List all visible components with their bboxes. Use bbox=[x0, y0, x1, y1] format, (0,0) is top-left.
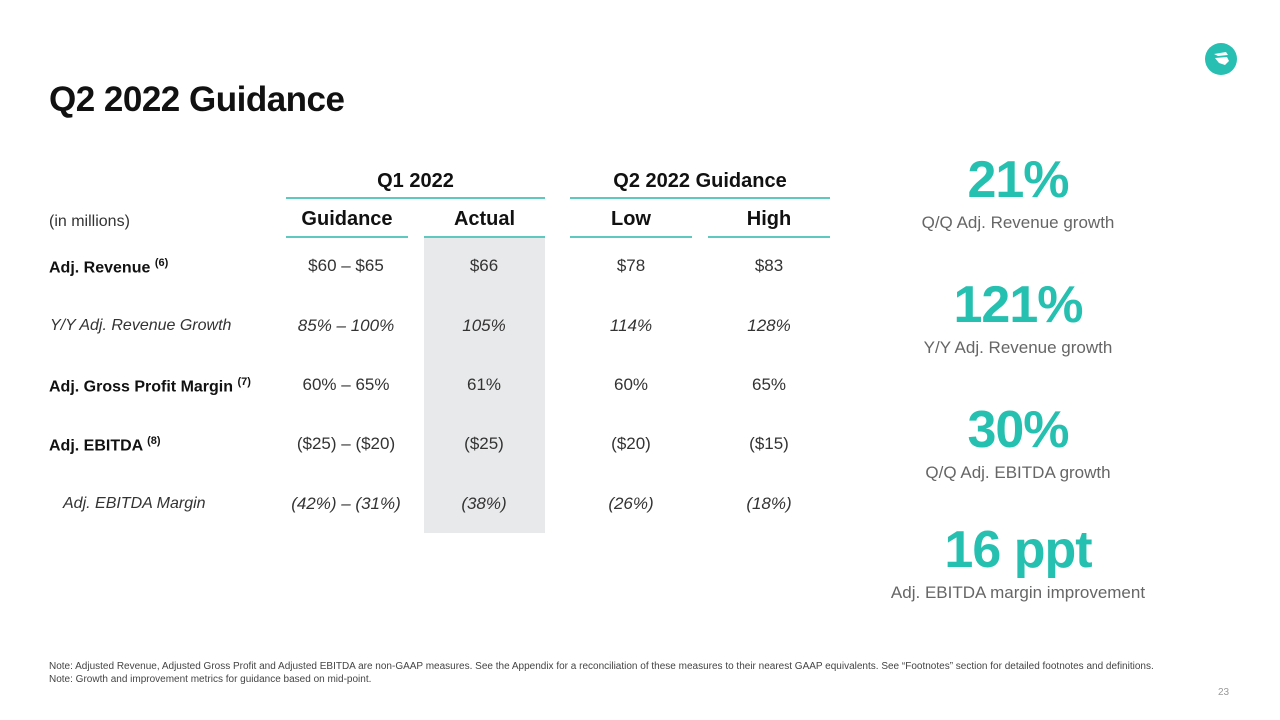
table-cell: 61% bbox=[466, 375, 502, 394]
row-label-text: Adj. EBITDA Margin bbox=[63, 495, 206, 512]
footnote: Note: Growth and improvement metrics for… bbox=[49, 673, 372, 685]
actual-column-shade bbox=[424, 237, 545, 533]
table-cell: ($15) bbox=[749, 434, 789, 453]
page-number: 23 bbox=[1218, 687, 1230, 698]
footnote: Note: Adjusted Revenue, Adjusted Gross P… bbox=[49, 661, 1154, 672]
table-cell: ($25) bbox=[464, 434, 504, 453]
group-header-q1: Q1 2022 bbox=[377, 170, 454, 192]
col-header-low: Low bbox=[611, 208, 651, 230]
stat-caption: Adj. EBITDA margin improvement bbox=[890, 583, 1146, 602]
table-cell: (26%) bbox=[608, 494, 654, 513]
group-header-q2: Q2 2022 Guidance bbox=[613, 170, 787, 192]
moneylion-logo-icon bbox=[1205, 43, 1237, 75]
table-cell: 60% – 65% bbox=[302, 375, 390, 394]
col-header-high: High bbox=[746, 208, 792, 230]
stat-value: 16 ppt bbox=[944, 521, 1092, 579]
table-cell: ($25) – ($20) bbox=[296, 434, 396, 453]
row-label-text: Adj. Revenue bbox=[49, 259, 151, 277]
table-cell: 105% bbox=[462, 316, 506, 335]
stat-caption: Y/Y Adj. Revenue growth bbox=[923, 338, 1113, 357]
divider bbox=[286, 197, 545, 199]
stat-value: 121% bbox=[953, 276, 1084, 334]
row-label: Y/Y Adj. Revenue Growth bbox=[50, 317, 231, 335]
table-cell: ($20) bbox=[611, 434, 651, 453]
stat-caption: Q/Q Adj. EBITDA growth bbox=[925, 463, 1111, 482]
col-header-actual: Actual bbox=[453, 208, 516, 230]
table-cell: $78 bbox=[616, 256, 646, 275]
footnote-ref: (6) bbox=[154, 257, 169, 269]
row-label-text: Y/Y Adj. Revenue Growth bbox=[50, 317, 232, 334]
table-cell: $83 bbox=[754, 256, 784, 275]
table-cell: (18%) bbox=[746, 494, 792, 513]
table-cell: $60 – $65 bbox=[308, 256, 384, 275]
table-cell: 65% bbox=[751, 375, 787, 394]
table-cell: $66 bbox=[469, 256, 499, 275]
footnote-ref: (7) bbox=[237, 376, 251, 388]
col-header-guidance: Guidance bbox=[301, 208, 393, 230]
table-cell: 128% bbox=[747, 316, 791, 335]
stat-value: 30% bbox=[967, 401, 1069, 459]
stat-value: 21% bbox=[967, 151, 1069, 209]
divider bbox=[708, 236, 830, 238]
row-label-text: Adj. Gross Profit Margin bbox=[49, 378, 234, 396]
divider bbox=[424, 236, 545, 238]
row-label: Adj. Gross Profit Margin (7) bbox=[49, 376, 251, 396]
footnotes: Note: Adjusted Revenue, Adjusted Gross P… bbox=[49, 661, 1169, 686]
row-label: Adj. EBITDA Margin bbox=[63, 495, 206, 513]
table-cell: 114% bbox=[609, 316, 653, 335]
divider bbox=[286, 236, 408, 238]
row-label: Adj. Revenue (6) bbox=[49, 257, 168, 277]
divider bbox=[570, 236, 692, 238]
table-cell: (38%) bbox=[461, 494, 507, 513]
table-cell: 60% bbox=[613, 375, 649, 394]
row-label-text: Adj. EBITDA bbox=[49, 437, 143, 455]
divider bbox=[570, 197, 830, 199]
unit-label: (in millions) bbox=[49, 213, 130, 230]
page-title: Q2 2022 Guidance bbox=[49, 80, 345, 119]
table-cell: (42%) – (31%) bbox=[291, 494, 401, 513]
footnote-ref: (8) bbox=[147, 435, 161, 447]
table-cell: 85% – 100% bbox=[297, 316, 395, 335]
stat-caption: Q/Q Adj. Revenue growth bbox=[921, 213, 1115, 232]
row-label: Adj. EBITDA (8) bbox=[49, 435, 161, 455]
